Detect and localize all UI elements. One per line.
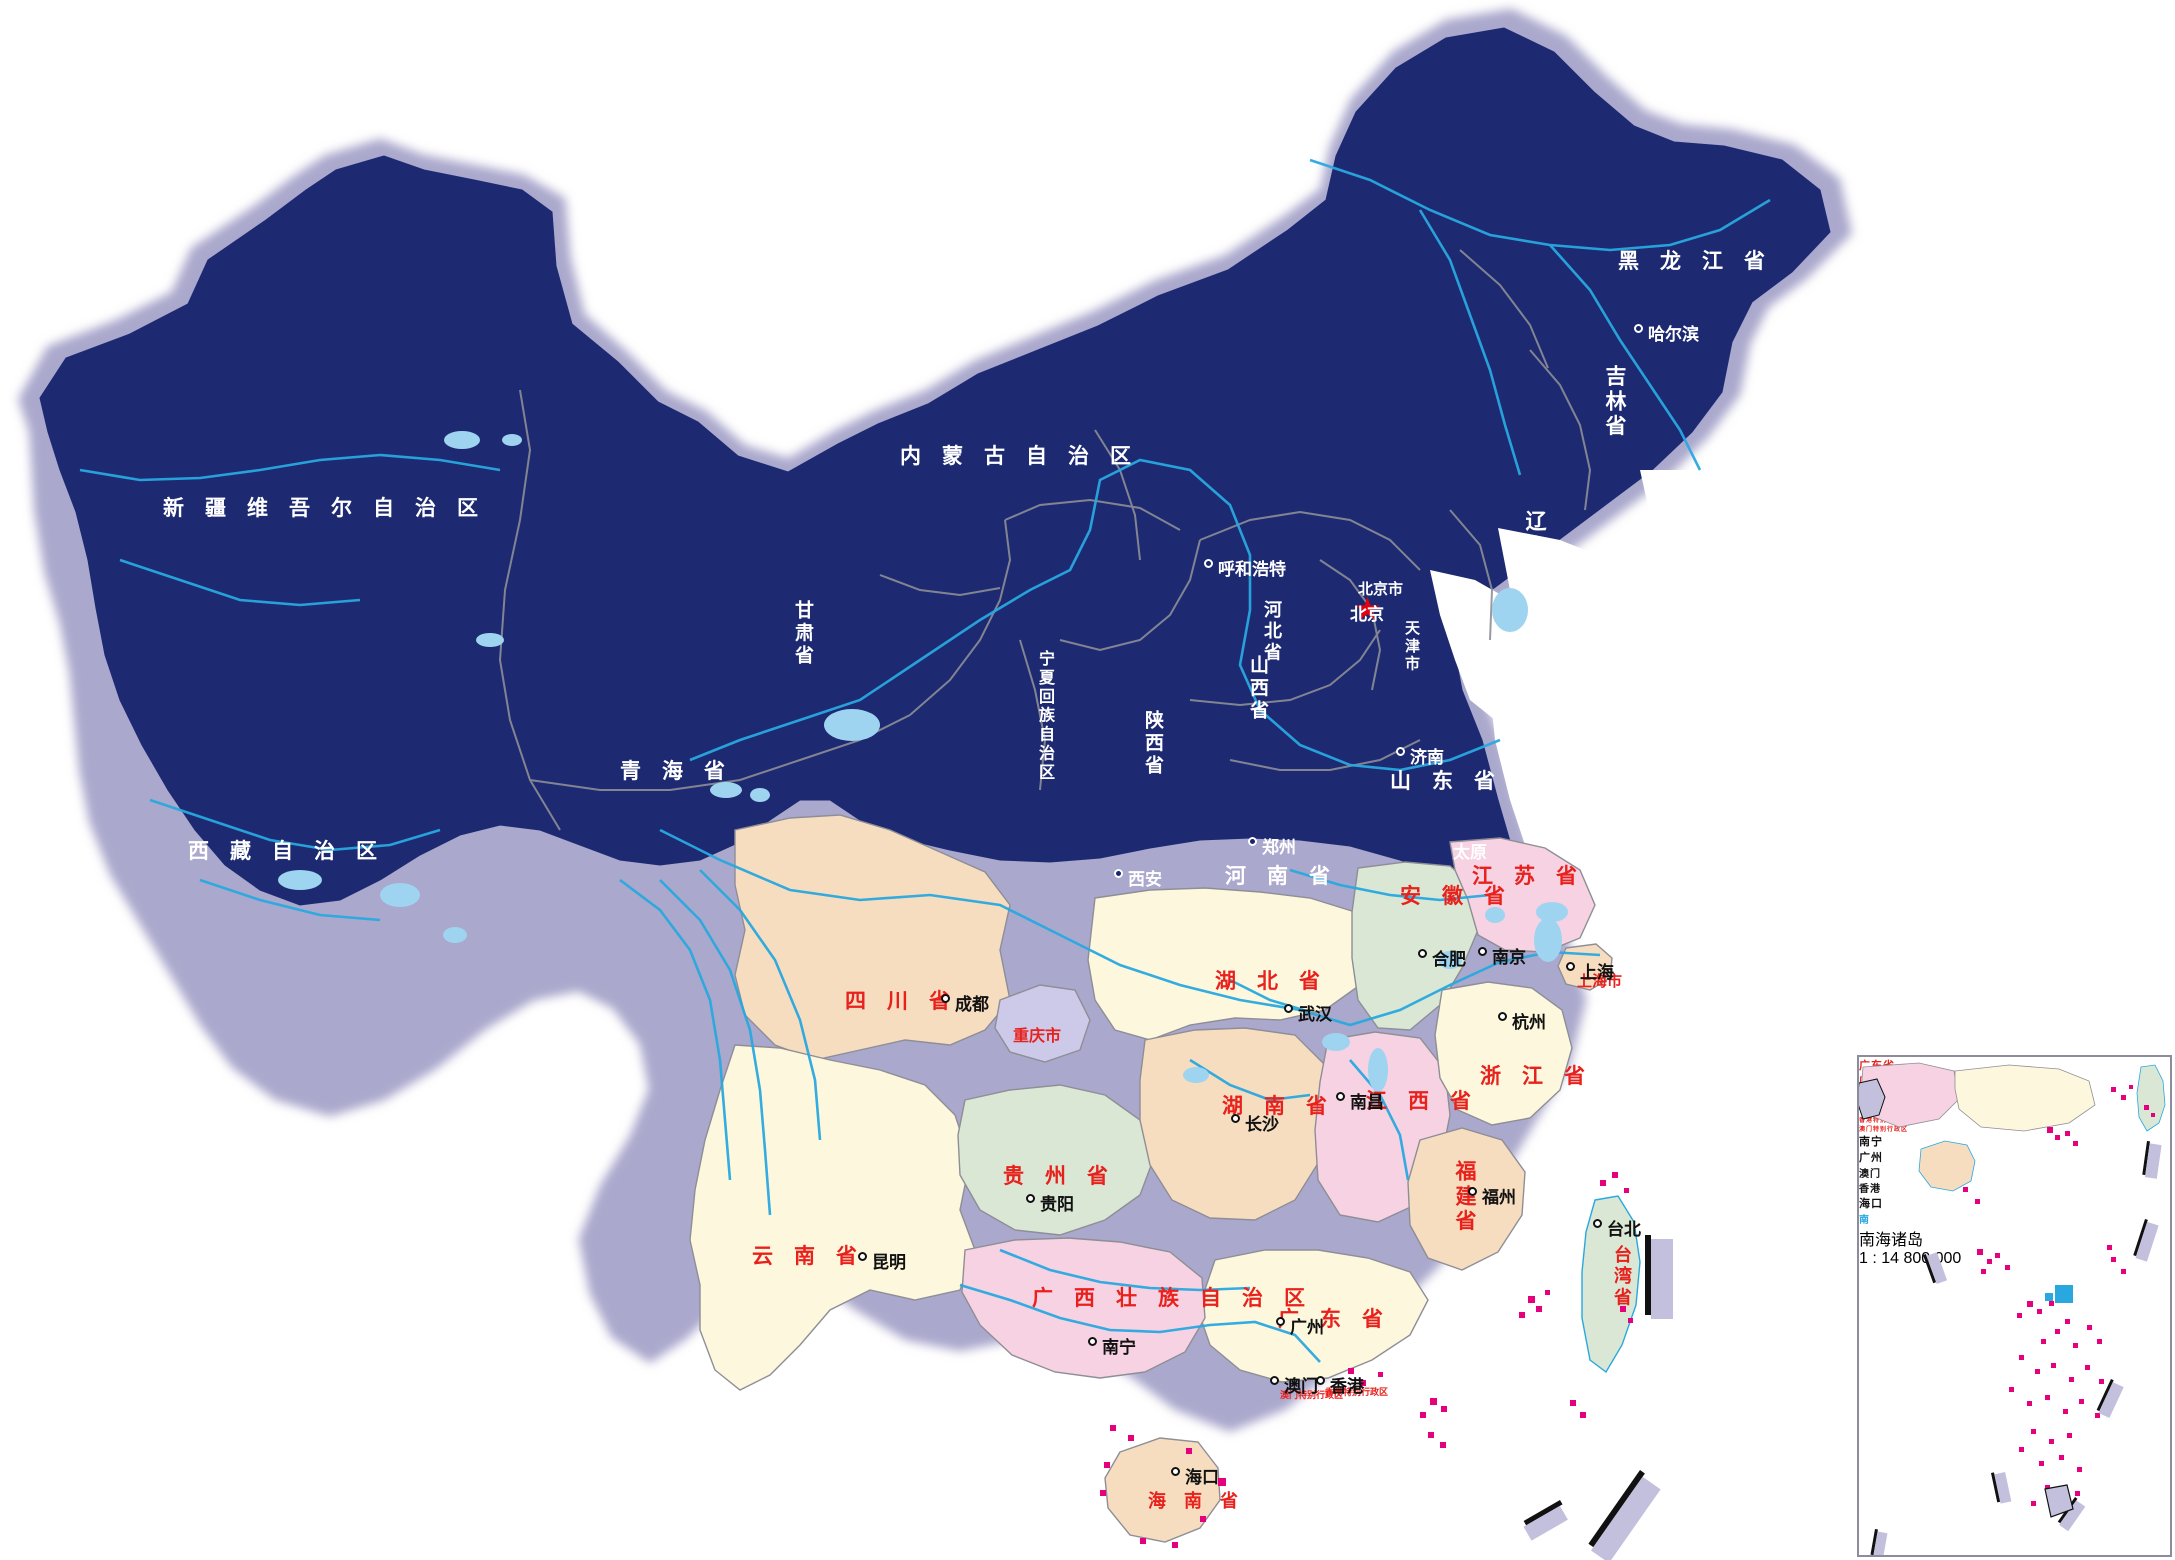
city-marker-长沙 <box>1231 1114 1240 1123</box>
northeast-white-gap <box>1640 470 1790 610</box>
city-marker-贵阳 <box>1026 1194 1035 1203</box>
city-marker-呼和浩特 <box>1204 559 1213 568</box>
city-marker-南昌 <box>1336 1092 1345 1101</box>
province-zhejiang <box>1434 981 1573 1126</box>
city-marker-西安 <box>1114 869 1123 878</box>
province-jiangsu <box>1449 837 1596 953</box>
capital-star-icon: ★ <box>1354 593 1381 626</box>
province-guangdong <box>1197 1249 1429 1383</box>
city-marker-海口 <box>1171 1467 1180 1476</box>
city-marker-福州 <box>1468 1187 1477 1196</box>
city-marker-杭州 <box>1498 1012 1507 1021</box>
highlighted-provinces-region <box>39 27 1831 906</box>
inset-label-南: 南 <box>1859 1215 1870 1226</box>
city-marker-澳门 <box>1270 1376 1279 1385</box>
inset-label-香港: 香港 <box>1859 1184 1881 1195</box>
south-china-sea-inset: 广东省广西壮族自治区海南省台湾省香港特别行政区澳门特别行政区南宁广州澳门香港海口… <box>1857 1055 2172 1557</box>
inset-label-广州: 广州 <box>1859 1152 1883 1164</box>
city-marker-南宁 <box>1088 1337 1097 1346</box>
rivers <box>79 158 1771 1363</box>
province-hainan <box>1104 1437 1221 1543</box>
province-chongqing <box>994 984 1091 1063</box>
inset-label-澳门: 澳门 <box>1859 1169 1881 1180</box>
province-fujian <box>1407 1127 1526 1271</box>
inset-label-海口: 海口 <box>1859 1198 1883 1210</box>
southern-provinces <box>689 814 1641 1543</box>
city-marker-成都 <box>941 994 950 1003</box>
inset-canvas <box>1859 1062 2166 1555</box>
city-marker-广州 <box>1276 1317 1285 1326</box>
inset-label-澳门特别行政区: 澳门特别行政区 <box>1859 1127 1909 1133</box>
province-guangxi <box>961 1237 1206 1379</box>
island-markers <box>1100 1172 1633 1548</box>
city-marker-武汉 <box>1284 1004 1293 1013</box>
city-marker-哈尔滨 <box>1634 324 1643 333</box>
city-marker-昆明 <box>858 1252 867 1261</box>
city-marker-香港 <box>1316 1376 1325 1385</box>
lakes <box>278 431 1568 1092</box>
city-marker-郑州 <box>1248 837 1257 846</box>
inset-label-南宁: 南宁 <box>1859 1136 1883 1148</box>
province-taiwan <box>1581 1195 1641 1374</box>
city-marker-南京 <box>1478 947 1487 956</box>
city-marker-上海 <box>1566 962 1575 971</box>
city-marker-合肥 <box>1418 949 1427 958</box>
inset-title: 南海诸岛 <box>1859 1232 1924 1249</box>
province-hubei <box>1087 887 1376 1041</box>
offshore-boundary-ticks <box>1523 1235 1673 1560</box>
city-marker-台北 <box>1593 1219 1602 1228</box>
internal-province-borders <box>498 249 1592 831</box>
city-marker-济南 <box>1396 747 1405 756</box>
province-yunnan <box>689 1044 976 1391</box>
province-guizhou <box>957 1084 1156 1236</box>
